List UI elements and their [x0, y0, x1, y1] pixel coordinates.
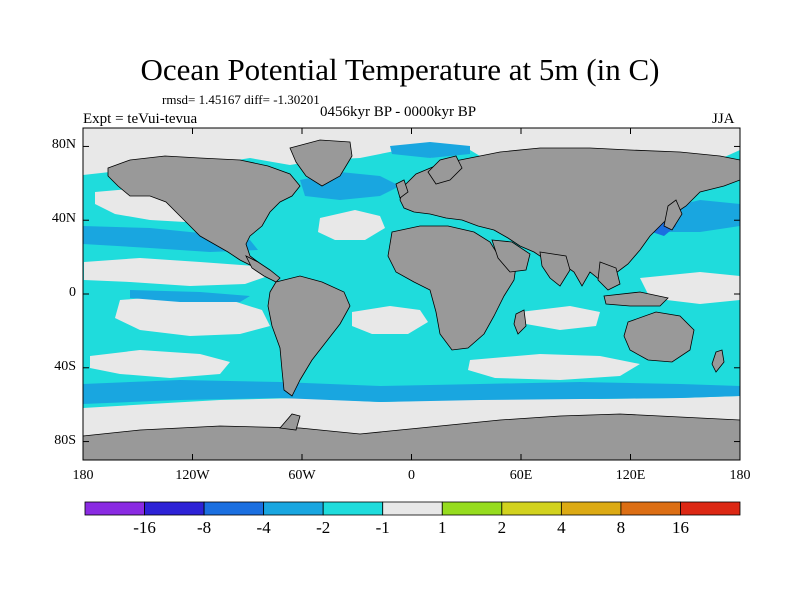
y-tick-label: 40S — [54, 358, 76, 374]
x-tick-label: 120W — [175, 468, 210, 483]
colorbar-swatch — [263, 501, 324, 516]
neutral-zone-indian-2 — [520, 306, 600, 330]
season-label: JJA — [712, 111, 735, 127]
y-tick-label: 0 — [69, 285, 76, 300]
colorbar-swatch — [441, 501, 503, 516]
colorbar-swatch — [84, 501, 145, 516]
land-madagascar — [513, 309, 527, 335]
colorbar-label: -16 — [133, 518, 156, 537]
cool-band-southern — [83, 380, 740, 404]
colorbar-label: 2 — [497, 518, 507, 537]
x-tick-label: 180 — [72, 468, 94, 483]
colorbar-label: -4 — [256, 518, 271, 537]
land-africa — [387, 225, 517, 351]
colorbar-swatch — [382, 501, 443, 516]
land-uk — [395, 179, 409, 199]
neutral-zone-south-pacific — [115, 296, 270, 336]
land-indonesia — [603, 291, 669, 307]
land-antarctica — [83, 413, 740, 460]
colorbar-label: 4 — [557, 518, 566, 537]
colorbar-swatch — [680, 501, 741, 516]
land-new-zealand — [711, 349, 725, 373]
colorbar-swatch — [560, 501, 622, 516]
land-eurasia — [399, 147, 740, 287]
land-central-america — [245, 255, 281, 283]
neutral-zone-south-atlantic — [352, 306, 428, 334]
neutral-zone-north-atlantic — [318, 210, 385, 240]
x-tick-label: 180 — [729, 468, 751, 483]
land-south-america — [267, 275, 351, 397]
x-tick-label: 120E — [615, 468, 646, 483]
chart-title: Ocean Potential Temperature at 5m (in C) — [140, 52, 660, 87]
x-axis-ticks — [82, 128, 741, 460]
y-tick-label: 40N — [51, 211, 76, 227]
cool-band-arctic-edge — [390, 142, 470, 158]
land-masses — [83, 139, 740, 460]
colorbar-label: -8 — [196, 518, 212, 537]
colorbar-swatch — [322, 501, 384, 516]
colorbar-swatch — [620, 501, 681, 516]
land-scandinavia — [427, 155, 463, 185]
land-india — [539, 251, 571, 287]
colorbar — [84, 501, 741, 516]
experiment-label: Expt = teVui-tevua — [83, 111, 198, 127]
land-north-america — [107, 155, 301, 267]
colorbar-label: 1 — [438, 518, 447, 537]
colorbar-swatch — [501, 501, 562, 516]
y-axis-ticks — [83, 145, 740, 443]
colorbar-label: 8 — [616, 518, 626, 537]
neutral-zone-south-pacific-2 — [90, 350, 230, 378]
stats-label: rmsd= 1.45167 diff= -1.30201 — [162, 92, 320, 107]
colorbar-swatch — [144, 501, 205, 516]
x-tick-label: 0 — [408, 468, 415, 483]
land-australia — [623, 311, 695, 363]
land-arabia — [491, 239, 531, 273]
colorbar-label: 16 — [671, 518, 689, 537]
x-tick-label: 60E — [509, 468, 533, 483]
land-antarctic-peninsula — [279, 413, 301, 431]
land-japan — [663, 199, 683, 231]
y-tick-label: 80S — [54, 432, 76, 448]
colorbar-label: -2 — [316, 518, 331, 537]
colorbar-swatch — [203, 501, 265, 516]
y-tick-label: 80N — [51, 137, 76, 153]
x-tick-label: 60W — [288, 468, 316, 483]
neutral-zone-tropical-pacific — [84, 258, 268, 286]
land-greenland — [289, 139, 353, 187]
colorbar-label: -1 — [375, 518, 390, 537]
land-southeast-asia — [597, 261, 621, 291]
cool-band-tropical-pacific — [130, 290, 250, 302]
neutral-zone-west-pacific — [640, 272, 740, 304]
cool-band-north-pacific — [83, 226, 258, 252]
neutral-zone-indian — [468, 354, 640, 380]
period-label: 0456kyr BP - 0000kyr BP — [320, 104, 477, 120]
